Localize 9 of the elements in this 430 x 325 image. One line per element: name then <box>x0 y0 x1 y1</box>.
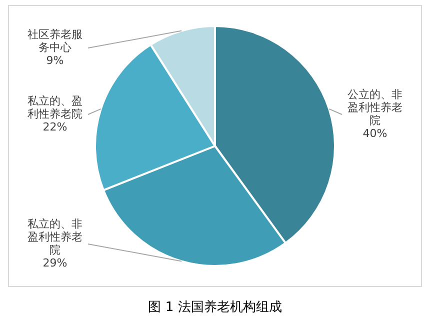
data-label: 9% <box>46 54 64 67</box>
slice-label: 私立的、盈利性养老院 <box>28 94 82 120</box>
data-label: 22% <box>42 120 68 134</box>
slice-label: 社区养老服务中心 <box>28 28 82 54</box>
data-label: 29% <box>42 256 68 270</box>
slice-label: 私立的、非盈利性养老院 <box>28 217 82 256</box>
text: 图 1 法国养老机构组成 <box>147 299 283 316</box>
slice-label: 公立的、非盈利性养老院 <box>348 88 402 127</box>
data-label: 40% <box>362 126 388 140</box>
